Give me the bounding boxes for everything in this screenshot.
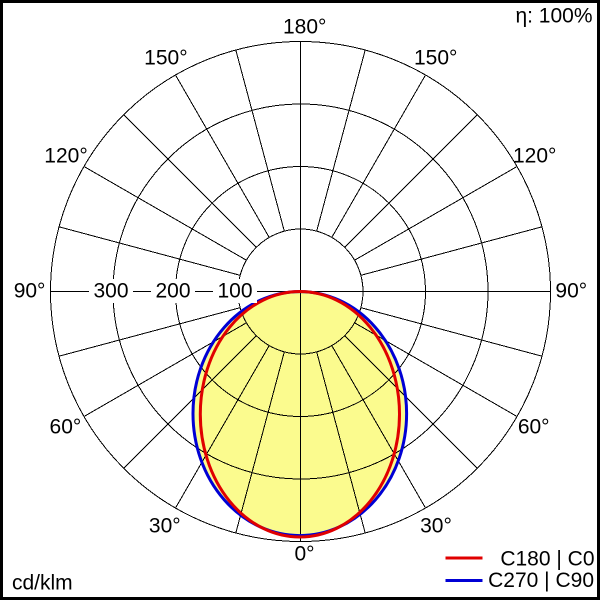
svg-text:60°: 60° — [518, 416, 550, 439]
svg-text:30°: 30° — [149, 514, 181, 537]
svg-text:100: 100 — [217, 280, 252, 303]
svg-text:60°: 60° — [50, 416, 82, 439]
svg-text:cd/klm: cd/klm — [12, 572, 73, 595]
svg-text:η: 100%: η: 100% — [515, 5, 592, 28]
svg-text:200: 200 — [155, 280, 190, 303]
svg-text:90°: 90° — [14, 280, 46, 303]
svg-text:150°: 150° — [144, 47, 187, 70]
svg-text:180°: 180° — [283, 16, 326, 39]
svg-text:0°: 0° — [294, 543, 314, 566]
svg-text:300: 300 — [93, 280, 128, 303]
svg-text:90°: 90° — [555, 280, 587, 303]
svg-text:C270 | C90: C270 | C90 — [488, 569, 594, 592]
svg-text:30°: 30° — [420, 514, 452, 537]
svg-text:120°: 120° — [513, 145, 556, 168]
svg-text:150°: 150° — [414, 47, 457, 70]
svg-text:C180 | C0: C180 | C0 — [500, 548, 594, 571]
svg-text:120°: 120° — [44, 145, 87, 168]
